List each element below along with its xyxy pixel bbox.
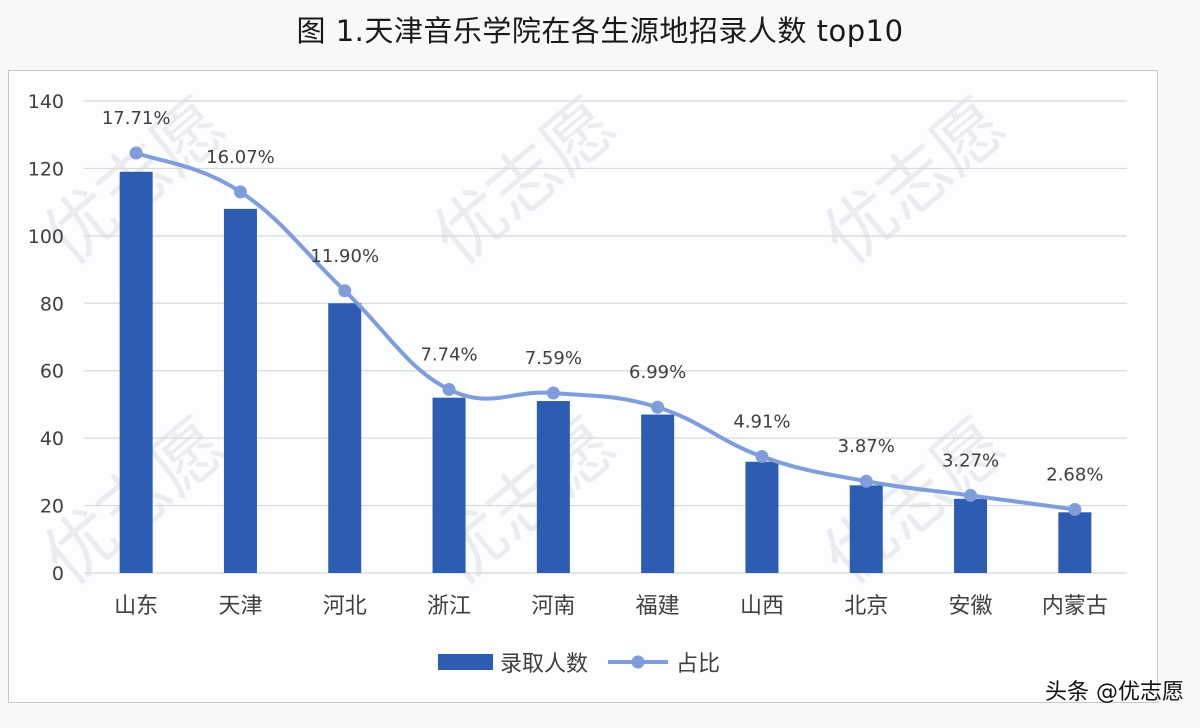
data-label: 3.87% (838, 436, 895, 457)
data-label: 11.90% (310, 246, 379, 267)
x-axis-label: 浙江 (427, 594, 471, 619)
x-axis-label: 安徽 (949, 594, 993, 619)
ratio-marker (1068, 502, 1082, 516)
bar-河南 (536, 401, 570, 573)
x-axis-label: 内蒙古 (1042, 594, 1108, 619)
x-axis-label: 河北 (323, 594, 367, 619)
bar-福建 (641, 414, 675, 573)
watermark: 优志愿 (808, 403, 1022, 601)
y-axis-tick-label: 20 (40, 496, 64, 518)
y-axis-tick-label: 60 (40, 361, 64, 383)
legend-bar-label: 录取人数 (500, 652, 588, 677)
data-label: 7.74% (420, 344, 477, 365)
x-axis-label: 山西 (740, 594, 784, 619)
x-axis-label: 山东 (114, 594, 158, 619)
bar-山东 (119, 171, 153, 574)
bar-天津 (223, 208, 257, 573)
chart-frame (8, 70, 1158, 703)
y-axis-tick-label: 140 (28, 91, 64, 113)
x-axis-label: 福建 (636, 594, 680, 619)
bar-安徽 (954, 498, 988, 573)
data-label: 17.71% (102, 108, 171, 129)
x-axis-label: 河南 (531, 594, 575, 619)
ratio-marker (859, 474, 873, 488)
ratio-marker (651, 400, 665, 414)
ratio-marker (338, 284, 352, 298)
watermark: 优志愿 (808, 83, 1022, 281)
bar-浙江 (432, 397, 466, 573)
data-label: 16.07% (206, 147, 275, 168)
bar-内蒙古 (1058, 512, 1092, 573)
data-label: 4.91% (733, 412, 790, 433)
ratio-marker (442, 382, 456, 396)
watermark: 优志愿 (418, 83, 632, 281)
data-label: 2.68% (1046, 464, 1103, 485)
ratio-marker (964, 488, 978, 502)
legend-line-marker (631, 655, 645, 669)
chart-title: 图 1.天津音乐学院在各生源地招录人数 top10 (296, 14, 904, 48)
y-axis-tick-label: 40 (40, 428, 64, 450)
data-label: 6.99% (629, 362, 686, 383)
y-axis-tick-label: 80 (40, 293, 64, 315)
legend-bar-swatch (438, 654, 493, 670)
bar-山西 (745, 461, 779, 573)
bar-北京 (849, 485, 883, 573)
y-axis-tick-label: 100 (28, 226, 64, 248)
data-label: 3.27% (942, 450, 999, 471)
source-credit: 头条 @优志愿 (1045, 680, 1184, 705)
x-axis-label: 天津 (218, 594, 262, 619)
ratio-marker (129, 146, 143, 160)
ratio-line (134, 151, 1077, 512)
data-label: 7.59% (525, 348, 582, 369)
ratio-marker (755, 450, 769, 464)
ratio-marker (546, 386, 560, 400)
y-axis-tick-label: 0 (52, 563, 64, 585)
bar-河北 (328, 303, 362, 573)
legend-line-label: 占比 (676, 652, 720, 677)
x-axis-label: 北京 (844, 594, 888, 619)
y-axis-tick-label: 120 (28, 158, 64, 180)
ratio-marker (233, 185, 247, 199)
